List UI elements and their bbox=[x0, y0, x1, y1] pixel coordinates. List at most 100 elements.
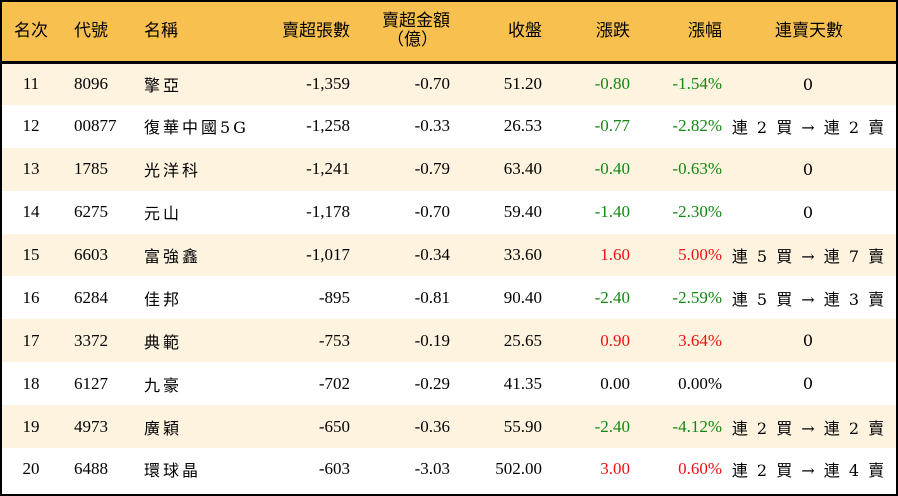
cell-net-sell-amount: -0.29 bbox=[414, 373, 450, 393]
header-net-sell-amount-line2: （億） bbox=[387, 30, 438, 51]
cell-net-sell-lots: -702 bbox=[318, 373, 350, 393]
cell-code[interactable]: 3372 bbox=[74, 330, 108, 350]
cell-net-sell-lots: -1,258 bbox=[306, 116, 350, 136]
cell-change-pct: -1.54% bbox=[672, 74, 722, 94]
header-code[interactable]: 代號 bbox=[74, 20, 108, 41]
cell-close: 502.00 bbox=[495, 459, 542, 479]
table-row[interactable]: 19 4973 廣穎 -650 -0.36 55.90 -2.40 -4.12%… bbox=[2, 405, 896, 449]
cell-streak: 0 bbox=[802, 159, 816, 179]
cell-code[interactable]: 6284 bbox=[74, 287, 108, 307]
cell-net-sell-lots: -1,359 bbox=[306, 74, 350, 94]
cell-streak: 連 2 買 → 連 4 賣 bbox=[731, 461, 887, 481]
header-net-sell-amount-line1: 賣超金額 bbox=[382, 11, 450, 32]
table-row[interactable]: 15 6603 富強鑫 -1,017 -0.34 33.60 1.60 5.00… bbox=[2, 233, 896, 277]
header-change-pct[interactable]: 漲幅 bbox=[688, 20, 722, 41]
cell-streak: 0 bbox=[802, 374, 816, 394]
cell-change: -0.80 bbox=[594, 74, 630, 94]
cell-rank: 14 bbox=[22, 202, 40, 222]
cell-net-sell-lots: -650 bbox=[318, 416, 350, 436]
cell-name[interactable]: 擎亞 bbox=[144, 76, 183, 96]
cell-close: 25.65 bbox=[503, 330, 542, 350]
header-name[interactable]: 名稱 bbox=[144, 20, 178, 41]
cell-name[interactable]: 九豪 bbox=[144, 375, 183, 395]
cell-code[interactable]: 6488 bbox=[74, 459, 108, 479]
cell-net-sell-lots: -753 bbox=[318, 330, 350, 350]
cell-rank: 13 bbox=[22, 159, 40, 179]
cell-change: -2.40 bbox=[594, 416, 630, 436]
cell-name[interactable]: 光洋科 bbox=[144, 161, 202, 181]
cell-rank: 12 bbox=[22, 116, 40, 136]
cell-streak: 0 bbox=[802, 74, 816, 94]
cell-change: -1.40 bbox=[594, 202, 630, 222]
table-body: 11 8096 擎亞 -1,359 -0.70 51.20 -0.80 -1.5… bbox=[2, 62, 896, 491]
cell-name[interactable]: 佳邦 bbox=[144, 289, 183, 309]
cell-net-sell-amount: -0.33 bbox=[414, 116, 450, 136]
cell-rank: 11 bbox=[22, 74, 40, 94]
table-row[interactable]: 18 6127 九豪 -702 -0.29 41.35 0.00 0.00% 0 bbox=[2, 362, 896, 406]
cell-net-sell-lots: -1,017 bbox=[306, 245, 350, 264]
cell-rank: 20 bbox=[22, 459, 40, 479]
cell-streak: 連 5 買 → 連 7 賣 bbox=[731, 247, 887, 266]
header-net-sell-amount[interactable]: 賣超金額 （億） bbox=[350, 2, 450, 62]
cell-close: 59.40 bbox=[503, 202, 542, 222]
cell-change: 0.90 bbox=[600, 330, 630, 350]
cell-code[interactable]: 6275 bbox=[74, 202, 108, 222]
table-row[interactable]: 17 3372 典範 -753 -0.19 25.65 0.90 3.64% 0 bbox=[2, 319, 896, 363]
table-row[interactable]: 11 8096 擎亞 -1,359 -0.70 51.20 -0.80 -1.5… bbox=[2, 62, 896, 105]
cell-close: 51.20 bbox=[503, 74, 542, 94]
cell-change-pct: -0.63% bbox=[672, 159, 722, 179]
cell-streak: 連 2 買 → 連 2 賣 bbox=[731, 118, 887, 138]
table-header: 名次 代號 名稱 賣超張數 賣超金額 （億） 收盤 漲跌 漲幅 連賣天數 bbox=[2, 2, 896, 62]
header-rank[interactable]: 名次 bbox=[14, 20, 48, 41]
cell-change-pct: 5.00% bbox=[678, 245, 722, 264]
header-net-sell-lots[interactable]: 賣超張數 bbox=[282, 20, 350, 41]
cell-net-sell-amount: -0.70 bbox=[414, 74, 450, 94]
header-change[interactable]: 漲跌 bbox=[596, 20, 630, 41]
header-close[interactable]: 收盤 bbox=[508, 20, 542, 41]
cell-rank: 19 bbox=[22, 416, 40, 436]
cell-code[interactable]: 8096 bbox=[74, 74, 108, 94]
cell-streak: 連 5 買 → 連 3 賣 bbox=[731, 289, 887, 309]
cell-code[interactable]: 4973 bbox=[74, 416, 108, 436]
cell-code[interactable]: 6603 bbox=[74, 245, 108, 264]
cell-net-sell-amount: -3.03 bbox=[414, 459, 450, 479]
cell-net-sell-lots: -603 bbox=[318, 459, 350, 479]
cell-rank: 17 bbox=[22, 330, 40, 350]
cell-change: -2.40 bbox=[594, 287, 630, 307]
cell-code[interactable]: 1785 bbox=[74, 159, 108, 179]
cell-streak: 連 2 買 → 連 2 賣 bbox=[731, 418, 887, 438]
cell-net-sell-amount: -0.79 bbox=[414, 159, 450, 179]
cell-change-pct: -2.30% bbox=[672, 202, 722, 222]
cell-name[interactable]: 元山 bbox=[144, 204, 183, 224]
cell-change: 0.00 bbox=[600, 373, 630, 393]
cell-net-sell-amount: -0.19 bbox=[414, 330, 450, 350]
cell-change-pct: -2.59% bbox=[672, 287, 722, 307]
cell-change-pct: 0.60% bbox=[678, 459, 722, 479]
cell-net-sell-lots: -1,178 bbox=[306, 202, 350, 222]
cell-change-pct: 0.00% bbox=[678, 373, 722, 393]
cell-rank: 16 bbox=[22, 287, 40, 307]
header-row: 名次 代號 名稱 賣超張數 賣超金額 （億） 收盤 漲跌 漲幅 連賣天數 bbox=[2, 2, 896, 62]
cell-code[interactable]: 00877 bbox=[74, 116, 117, 136]
cell-change-pct: -2.82% bbox=[672, 116, 722, 136]
cell-name[interactable]: 廣穎 bbox=[144, 418, 183, 438]
cell-change: -0.40 bbox=[594, 159, 630, 179]
header-streak[interactable]: 連賣天數 bbox=[775, 20, 843, 41]
cell-close: 90.40 bbox=[503, 287, 542, 307]
cell-name[interactable]: 典範 bbox=[144, 332, 183, 352]
table-row[interactable]: 12 00877 復華中國5G -1,258 -0.33 26.53 -0.77… bbox=[2, 104, 896, 148]
table-row[interactable]: 13 1785 光洋科 -1,241 -0.79 63.40 -0.40 -0.… bbox=[2, 147, 896, 191]
cell-net-sell-lots: -895 bbox=[318, 287, 350, 307]
table-row[interactable]: 14 6275 元山 -1,178 -0.70 59.40 -1.40 -2.3… bbox=[2, 190, 896, 234]
cell-rank: 15 bbox=[22, 245, 40, 264]
cell-code[interactable]: 6127 bbox=[74, 373, 108, 393]
cell-name[interactable]: 環球晶 bbox=[144, 461, 202, 481]
cell-name[interactable]: 復華中國5G bbox=[144, 118, 249, 138]
table-row[interactable]: 20 6488 環球晶 -603 -3.03 502.00 3.00 0.60%… bbox=[2, 448, 896, 491]
table-row[interactable]: 16 6284 佳邦 -895 -0.81 90.40 -2.40 -2.59%… bbox=[2, 276, 896, 320]
cell-name[interactable]: 富強鑫 bbox=[144, 247, 202, 266]
cell-net-sell-lots: -1,241 bbox=[306, 159, 350, 179]
cell-close: 26.53 bbox=[503, 116, 542, 136]
cell-close: 55.90 bbox=[503, 416, 542, 436]
